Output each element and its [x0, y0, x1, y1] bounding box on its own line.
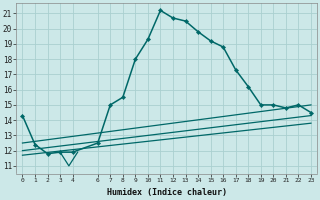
- X-axis label: Humidex (Indice chaleur): Humidex (Indice chaleur): [107, 188, 227, 197]
